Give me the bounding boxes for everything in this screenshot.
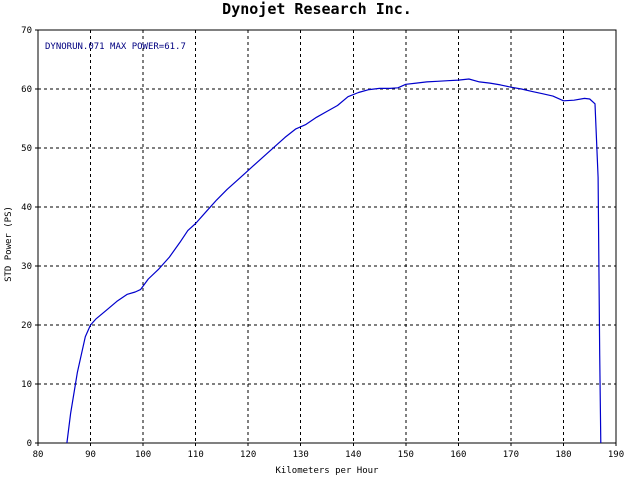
x-tick-label: 160 <box>450 450 466 460</box>
y-tick-label: 40 <box>21 203 32 213</box>
y-tick-label: 0 <box>27 439 32 449</box>
x-tick-label: 120 <box>240 450 256 460</box>
x-tick-label: 180 <box>555 450 571 460</box>
y-tick-label: 20 <box>21 321 32 331</box>
plot-frame <box>37 29 617 444</box>
y-tick-label: 50 <box>21 144 32 154</box>
x-tick-label: 90 <box>85 450 96 460</box>
run-annotation: DYNORUN.071 MAX POWER=61.7 <box>45 42 186 52</box>
series-line <box>66 78 602 444</box>
x-tick-label: 110 <box>188 450 204 460</box>
chart-title: Dynojet Research Inc. <box>222 0 412 18</box>
x-tick-label: 80 <box>33 450 44 460</box>
x-tick-label: 190 <box>608 450 624 460</box>
y-tick-label: 60 <box>21 85 32 95</box>
x-tick-label: 140 <box>345 450 361 460</box>
x-tick-label: 150 <box>398 450 414 460</box>
x-tick-label: 130 <box>293 450 309 460</box>
y-tick-label: 10 <box>21 380 32 390</box>
y-tick-label: 70 <box>21 26 32 36</box>
x-tick-label: 170 <box>503 450 519 460</box>
y-tick-label: 30 <box>21 262 32 272</box>
x-tick-label: 100 <box>135 450 151 460</box>
y-axis-label: STD Power (PS) <box>4 206 14 282</box>
x-axis-label: Kilometers per Hour <box>276 466 380 476</box>
